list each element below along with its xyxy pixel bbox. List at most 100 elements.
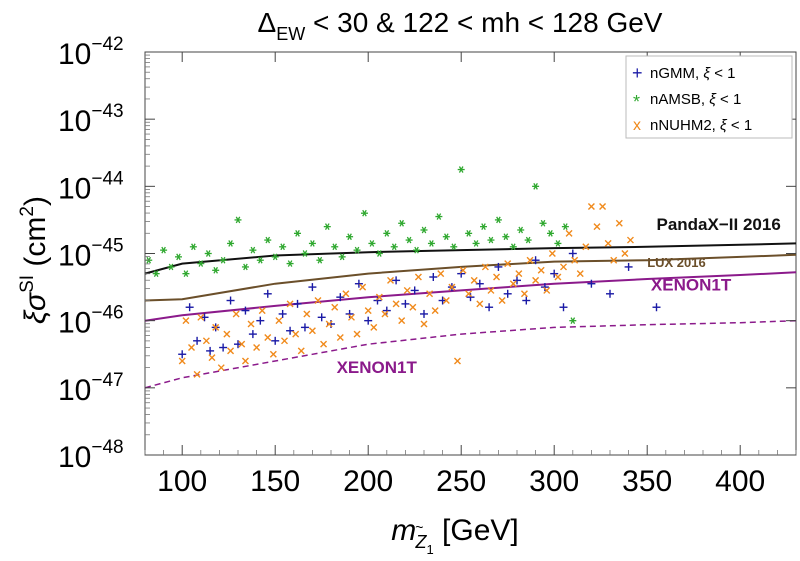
point-nnuhm2 (604, 239, 612, 247)
point-namsb (323, 223, 331, 230)
point-stroke (409, 303, 417, 311)
point-stroke (370, 323, 378, 331)
point-stroke (235, 216, 241, 224)
point-ngmm (429, 273, 438, 282)
point-ngmm (256, 316, 265, 325)
point-stroke (272, 253, 278, 261)
point-nnuhm2 (403, 286, 411, 294)
legend-text-nnuhm2: nNUHM2, (650, 117, 720, 134)
point-nnuhm2 (217, 364, 225, 372)
point-namsb (346, 233, 354, 241)
point-stroke (520, 290, 528, 298)
point-stroke (451, 243, 457, 251)
point-ngmm (317, 313, 326, 322)
point-stroke (238, 340, 246, 348)
y-tick-label: 10−44 (58, 168, 124, 205)
y-tick-exp: −46 (91, 303, 123, 324)
point-stroke (220, 256, 226, 264)
legend-xi-nnuhm2: ξ (720, 117, 728, 134)
point-namsb (182, 270, 190, 278)
point-stroke (504, 260, 512, 268)
point-stroke (217, 364, 225, 372)
point-nnuhm2 (582, 243, 590, 251)
point-ngmm (193, 336, 202, 345)
x-tick-label: 250 (436, 465, 486, 498)
point-stroke (182, 317, 190, 325)
point-stroke (198, 260, 204, 267)
point-nnuhm2 (297, 347, 305, 355)
point-stroke (364, 307, 372, 315)
point-stroke (275, 317, 283, 325)
point-nnuhm2 (314, 297, 322, 305)
x-axis-label: m~ Z1 [GeV] (391, 514, 518, 557)
point-nnuhm2 (442, 297, 450, 305)
point-stroke (347, 313, 355, 321)
point-nnuhm2 (626, 236, 634, 244)
point-stroke (476, 300, 484, 308)
legend-entry-ngmm: + nGMM, ξ < 1 (632, 63, 735, 83)
point-nnuhm2 (560, 263, 567, 271)
point-stroke (503, 233, 509, 241)
point-ngmm (178, 350, 187, 359)
point-ngmm (420, 309, 428, 318)
point-stroke (532, 276, 540, 284)
point-nnuhm2 (342, 290, 350, 298)
xlabel-sub1: 1 (426, 542, 433, 557)
point-stroke (324, 223, 330, 230)
point-ngmm (522, 296, 531, 305)
point-namsb (241, 263, 249, 271)
point-stroke (403, 286, 411, 294)
point-namsb (442, 233, 450, 241)
point-stroke (168, 263, 174, 271)
point-namsb (174, 253, 182, 261)
point-stroke (247, 320, 255, 328)
y-tick-base: 10 (58, 38, 91, 71)
point-nnuhm2 (227, 347, 235, 355)
point-stroke (525, 236, 531, 244)
point-stroke (258, 256, 263, 264)
point-nnuhm2 (610, 256, 618, 264)
point-nnuhm2 (453, 357, 461, 365)
point-ngmm (401, 299, 410, 308)
point-ngmm (494, 262, 503, 271)
point-stroke (228, 240, 233, 247)
point-nnuhm2 (264, 333, 272, 341)
y-tick-label: 10−45 (58, 236, 124, 273)
point-namsb (554, 240, 562, 247)
point-nnuhm2 (470, 276, 478, 284)
point-nnuhm2 (520, 290, 528, 298)
point-stroke (437, 270, 445, 278)
point-ngmm (300, 323, 309, 332)
point-nnuhm2 (615, 219, 623, 227)
point-nnuhm2 (303, 310, 311, 318)
point-namsb (517, 226, 525, 234)
point-nnuhm2 (481, 263, 489, 271)
point-stroke (359, 283, 367, 291)
point-ngmm (652, 303, 661, 312)
y-tick-exp: −47 (91, 370, 123, 391)
point-stroke (392, 300, 400, 308)
y-axis-label: ξσSI (cm2) (17, 196, 52, 324)
point-namsb (256, 256, 264, 264)
point-nnuhm2 (241, 357, 249, 365)
point-stroke (286, 300, 294, 308)
point-namsb (398, 219, 406, 227)
point-stroke (563, 223, 568, 230)
point-ngmm (485, 303, 494, 312)
legend-text-namsb: nAMSB, (650, 91, 709, 108)
point-namsb (360, 209, 368, 217)
y-tick-exp: −48 (91, 437, 123, 458)
point-ngmm (226, 296, 235, 305)
point-nnuhm2 (437, 270, 445, 278)
point-ngmm (624, 262, 633, 271)
point-stroke (281, 337, 288, 345)
point-nnuhm2 (182, 317, 190, 325)
point-stroke (399, 219, 404, 227)
point-nnuhm2 (197, 313, 205, 321)
title-delta: Δ (258, 7, 277, 38)
point-nnuhm2 (178, 357, 186, 365)
y-tick-exp: −45 (91, 236, 123, 257)
point-nnuhm2 (269, 350, 277, 358)
point-nnuhm2 (238, 340, 246, 348)
